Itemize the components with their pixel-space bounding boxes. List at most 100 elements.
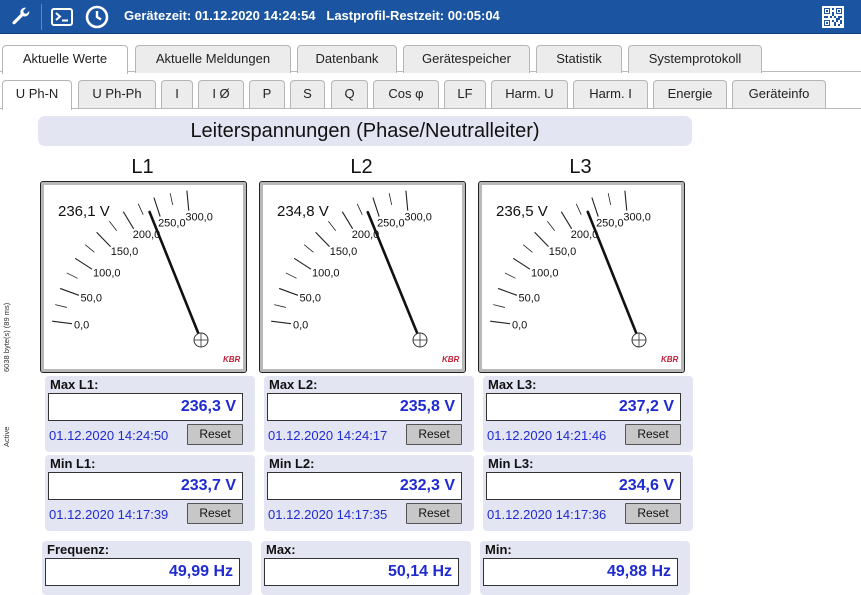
scale-label: 0,0	[293, 319, 308, 331]
tab-harm-u[interactable]: Harm. U	[491, 80, 568, 108]
min-label: Min L3:	[488, 456, 534, 471]
reset-max-button[interactable]: Reset	[187, 424, 243, 445]
reset-min-button[interactable]: Reset	[406, 503, 462, 524]
tab-aktuelle-werte[interactable]: Aktuelle Werte	[2, 45, 128, 74]
scale-label: 300,0	[185, 212, 213, 224]
min-box-l1: Min L1: 233,7 V 01.12.2020 14:17:39 Reset	[45, 455, 255, 531]
min-label: Min L2:	[269, 456, 315, 471]
voltmeter-l3: 0,0 50,0 100,0 150,0 200,0 250,0 300,0 236,5 V K…	[478, 181, 685, 373]
tab-systemprotokoll[interactable]: Systemprotokoll	[628, 45, 762, 73]
tab-harm-i[interactable]: Harm. I	[573, 80, 648, 108]
qr-code-icon[interactable]	[822, 6, 844, 28]
min-box-l2: Min L2: 232,3 V 01.12.2020 14:17:35 Reset	[264, 455, 474, 531]
min-box-l3: Min L3: 234,6 V 01.12.2020 14:17:36 Reset	[483, 455, 693, 531]
tab-lf[interactable]: LF	[444, 80, 486, 108]
reset-min-button[interactable]: Reset	[625, 503, 681, 524]
scale-tick	[271, 320, 292, 325]
phase-label-l3: L3	[569, 156, 592, 178]
tab-i[interactable]: I	[161, 80, 193, 108]
frequency-min-box: Min: 49,88 Hz	[480, 541, 690, 595]
scale-tick	[96, 231, 111, 248]
max-box-l2: Max L2: 235,8 V 01.12.2020 14:24:17 Reset	[264, 376, 474, 452]
top-bar: Gerätezeit: 01.12.2020 14:24:54 Lastprof…	[0, 0, 861, 34]
tab-cos-phi[interactable]: Cos φ	[373, 80, 439, 108]
gauge-reading: 236,1 V	[58, 203, 110, 220]
min-timestamp: 01.12.2020 14:17:36	[487, 507, 607, 522]
needle-pivot-icon	[412, 332, 428, 348]
scale-tick	[169, 193, 174, 206]
tab-u-ph-n[interactable]: U Ph-N	[2, 80, 72, 110]
needle-pivot-icon	[631, 332, 647, 348]
max-label: Max L1:	[50, 377, 99, 392]
scale-tick	[624, 190, 628, 211]
brand-logo: KBR	[442, 355, 460, 364]
scale-tick	[356, 203, 363, 215]
scale-tick	[504, 272, 516, 279]
reset-max-button[interactable]: Reset	[625, 424, 681, 445]
reset-min-button[interactable]: Reset	[187, 503, 243, 524]
wrench-icon[interactable]	[4, 0, 38, 34]
voltmeter-l1: 0,0 50,0 100,0 150,0 200,0 250,0 300,0 236,1 V K…	[40, 181, 247, 373]
terminal-icon[interactable]	[47, 0, 77, 34]
max-timestamp: 01.12.2020 14:21:46	[487, 428, 607, 443]
device-time: 01.12.2020 14:24:54	[194, 8, 316, 23]
tab-datenbank[interactable]: Datenbank	[297, 45, 397, 73]
voltmeter-l2: 0,0 50,0 100,0 150,0 200,0 250,0 300,0 234,8 V K…	[259, 181, 466, 373]
brand-logo: KBR	[661, 355, 679, 364]
frequency-min-value: 49,88 Hz	[483, 558, 678, 586]
phase-label-l2: L2	[350, 156, 373, 178]
tab-u-ph-ph[interactable]: U Ph-Ph	[78, 80, 156, 108]
tab-energie[interactable]: Energie	[653, 80, 727, 108]
main-tab-bar: Aktuelle Werte Aktuelle Meldungen Datenb…	[0, 40, 861, 74]
scale-label: 250,0	[596, 217, 624, 229]
tab-s[interactable]: S	[290, 80, 325, 108]
scale-label: 300,0	[404, 212, 432, 224]
tab-geraeteinfo[interactable]: Geräteinfo	[732, 80, 826, 108]
profile-time-label: Lastprofil-Restzeit:	[326, 8, 445, 23]
tab-aktuelle-meldungen[interactable]: Aktuelle Meldungen	[135, 45, 291, 73]
scale-label: 250,0	[158, 217, 186, 229]
scale-tick	[607, 193, 612, 206]
gauge-reading: 234,8 V	[277, 203, 329, 220]
min-value: 232,3 V	[267, 472, 462, 500]
scale-tick	[59, 287, 80, 296]
scale-tick	[303, 244, 314, 253]
profile-time: 00:05:04	[447, 8, 500, 23]
scale-tick	[372, 197, 380, 217]
scale-label: 0,0	[74, 319, 89, 331]
scale-tick	[74, 257, 93, 270]
max-box-l1: Max L1: 236,3 V 01.12.2020 14:24:50 Reset	[45, 376, 255, 452]
scale-label: 250,0	[377, 217, 405, 229]
gauge-needle	[366, 210, 422, 342]
frequency-min-label: Min:	[485, 542, 512, 557]
scale-tick	[186, 190, 190, 211]
frequency-max-value: 50,14 Hz	[264, 558, 459, 586]
frequency-label: Frequenz:	[47, 542, 110, 557]
scale-tick	[137, 203, 144, 215]
max-box-l3: Max L3: 237,2 V 01.12.2020 14:21:46 Reset	[483, 376, 693, 452]
tab-q[interactable]: Q	[331, 80, 368, 108]
transfer-info: 6038 byte(s) (89 ms)	[2, 302, 11, 372]
scale-tick	[388, 193, 393, 206]
gauge-reading: 236,5 V	[496, 203, 548, 220]
scale-tick	[512, 257, 531, 270]
tab-geraetespeicher[interactable]: Gerätespeicher	[403, 45, 530, 73]
reset-max-button[interactable]: Reset	[406, 424, 462, 445]
scale-tick	[153, 197, 161, 217]
clock-icon[interactable]	[82, 0, 112, 34]
min-label: Min L1:	[50, 456, 96, 471]
scale-tick	[493, 304, 505, 308]
header-status: Gerätezeit: 01.12.2020 14:24:54 Lastprof…	[124, 0, 500, 32]
gauge-needle	[586, 210, 641, 342]
scale-tick	[405, 190, 409, 211]
gauge-needle	[148, 210, 203, 342]
brand-logo: KBR	[223, 355, 241, 364]
scale-label: 300,0	[623, 212, 651, 224]
tab-statistik[interactable]: Statistik	[536, 45, 622, 73]
max-label: Max L3:	[488, 377, 537, 392]
tab-i-avg[interactable]: I Ø	[198, 80, 244, 108]
frequency-box: Frequenz: 49,99 Hz	[42, 541, 252, 595]
tab-p[interactable]: P	[249, 80, 285, 108]
